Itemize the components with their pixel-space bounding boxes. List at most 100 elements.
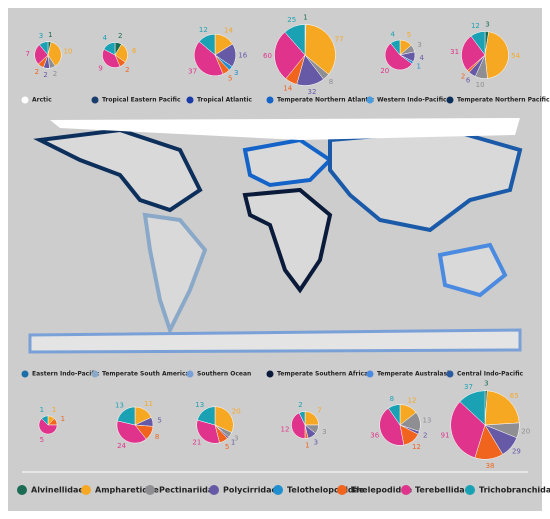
slice-label: 21 bbox=[192, 439, 201, 447]
slice-label: 36 bbox=[370, 432, 379, 440]
arctic-coast bbox=[50, 118, 520, 140]
slice-label: 29 bbox=[512, 448, 521, 456]
slice-label: 37 bbox=[188, 67, 197, 75]
slice-label: 14 bbox=[283, 84, 292, 92]
pie-slice bbox=[450, 401, 486, 459]
legend-label: Thelepodidae bbox=[351, 486, 413, 495]
pie-slice bbox=[459, 390, 486, 426]
slice-label: 12 bbox=[412, 443, 421, 451]
australia bbox=[437, 242, 508, 298]
region-label: Western Indo-Pacific bbox=[377, 97, 447, 104]
legend-marker bbox=[465, 485, 475, 495]
pie-slice bbox=[38, 418, 58, 435]
region-label: Arctic bbox=[32, 97, 52, 104]
slice-label: 77 bbox=[335, 35, 344, 43]
region-marker bbox=[366, 96, 374, 104]
slice-label: 5 bbox=[407, 31, 411, 39]
slice-label: 1 bbox=[40, 406, 44, 414]
region-label: Tropical Eastern Pacific bbox=[102, 97, 181, 104]
slice-label: 11 bbox=[144, 400, 153, 408]
slice-label: 6 bbox=[466, 76, 471, 84]
slice-label: 1 bbox=[48, 31, 52, 39]
slice-label: 6 bbox=[132, 47, 137, 55]
slice-label: 3 bbox=[314, 438, 318, 446]
slice-label: 5 bbox=[225, 443, 229, 451]
region-label: Central Indo-Pacific bbox=[457, 371, 524, 378]
slice-label: 3 bbox=[234, 435, 238, 443]
slice-label: 4 bbox=[420, 54, 425, 62]
slice-label: 1 bbox=[52, 406, 56, 414]
region-marker bbox=[446, 96, 454, 104]
region-label: Eastern Indo-Pacific bbox=[32, 371, 100, 378]
pie-slice bbox=[47, 41, 62, 67]
slice-label: 20 bbox=[380, 67, 389, 75]
pie-slice bbox=[193, 41, 224, 77]
slice-label: 31 bbox=[450, 48, 459, 56]
pie-slice bbox=[39, 41, 49, 56]
slice-label: 1 bbox=[61, 415, 65, 423]
pie-slice bbox=[379, 407, 405, 446]
pie-slice bbox=[298, 411, 306, 426]
legend-label: Ampharetidae bbox=[95, 486, 159, 495]
slice-label: 10 bbox=[64, 47, 73, 55]
pie-slice bbox=[214, 406, 234, 433]
slice-label: 3 bbox=[417, 41, 421, 49]
map bbox=[25, 112, 525, 355]
region-label: Southern Ocean bbox=[197, 371, 251, 378]
pie-slice bbox=[117, 406, 136, 426]
legend-marker bbox=[17, 485, 27, 495]
slice-label: 3 bbox=[39, 32, 43, 40]
slice-label: 4 bbox=[103, 34, 108, 42]
slice-label: 2 bbox=[53, 70, 57, 78]
slice-label: 32 bbox=[308, 88, 317, 96]
slice-label: 3 bbox=[485, 21, 489, 29]
region-marker bbox=[21, 370, 29, 378]
slice-label: 5 bbox=[40, 436, 44, 444]
region-marker bbox=[446, 370, 454, 378]
pie-slice bbox=[390, 39, 401, 56]
slice-label: 12 bbox=[199, 26, 208, 34]
slice-label: 2 bbox=[423, 432, 427, 440]
legend-label: Terebellidae bbox=[415, 486, 471, 495]
legend-label: Polycirridae bbox=[223, 486, 278, 495]
legend-marker bbox=[273, 485, 283, 495]
region-label: Tropical Atlantic bbox=[197, 97, 252, 104]
slice-label: 2 bbox=[35, 68, 39, 76]
pie-slice bbox=[116, 420, 147, 444]
pie-slice bbox=[274, 31, 306, 80]
asia bbox=[328, 127, 523, 233]
slice-label: 8 bbox=[329, 78, 333, 86]
slice-label: 2 bbox=[118, 32, 122, 40]
pie-slice bbox=[291, 412, 306, 439]
slice-label: 60 bbox=[263, 52, 272, 60]
slice-label: 24 bbox=[117, 442, 126, 450]
pie-slice bbox=[484, 390, 520, 426]
region-label: Temperate Southern Africa bbox=[277, 371, 368, 378]
legend-label: Alvinellidae bbox=[31, 486, 84, 495]
slice-label: 3 bbox=[234, 69, 238, 77]
slice-label: 1 bbox=[416, 63, 420, 71]
slice-label: 54 bbox=[511, 52, 520, 60]
slice-label: 20 bbox=[232, 407, 241, 415]
slice-label: 7 bbox=[25, 50, 29, 58]
region-label: Temperate Northern Atlantic bbox=[277, 97, 374, 104]
slice-label: 12 bbox=[281, 426, 290, 434]
south-america bbox=[142, 212, 208, 336]
pie-slice bbox=[284, 24, 306, 56]
legend-marker bbox=[145, 485, 155, 495]
slice-label: 2 bbox=[298, 401, 302, 409]
region-marker bbox=[186, 370, 194, 378]
slice-label: 91 bbox=[441, 432, 450, 440]
legend-label: Telothelopodidae bbox=[287, 486, 365, 495]
slice-label: 2 bbox=[461, 72, 465, 80]
pie-slice bbox=[198, 33, 216, 56]
slice-label: 13 bbox=[115, 401, 124, 409]
region-marker bbox=[21, 96, 29, 104]
slice-label: 25 bbox=[287, 16, 296, 24]
slice-label: 5 bbox=[157, 417, 161, 425]
slice-label: 4 bbox=[390, 30, 395, 38]
slice-label: 8 bbox=[390, 395, 394, 403]
region-label: Temperate South America bbox=[102, 371, 190, 378]
pie-slice bbox=[304, 24, 336, 75]
